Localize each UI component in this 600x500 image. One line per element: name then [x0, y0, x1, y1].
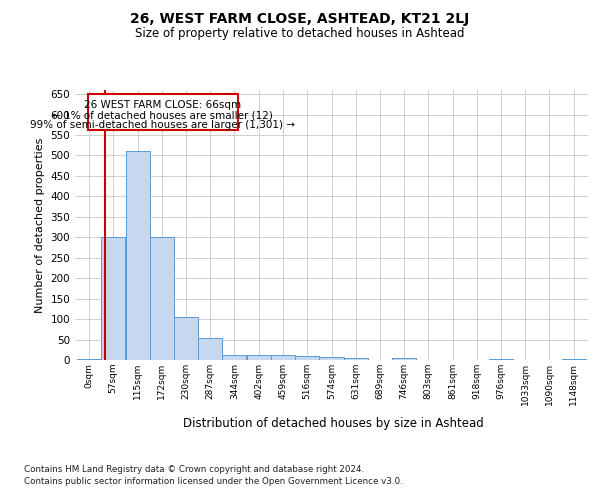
Bar [489, 359, 513, 360]
Text: Contains public sector information licensed under the Open Government Licence v3: Contains public sector information licen… [24, 478, 403, 486]
FancyBboxPatch shape [88, 94, 238, 130]
Bar [271, 355, 295, 360]
Bar [319, 357, 344, 360]
Bar [174, 317, 198, 360]
Text: Size of property relative to detached houses in Ashtead: Size of property relative to detached ho… [135, 26, 465, 40]
Bar [198, 338, 223, 360]
Bar [392, 358, 416, 360]
Bar [223, 354, 247, 360]
Bar [247, 354, 271, 360]
Text: Contains HM Land Registry data © Crown copyright and database right 2024.: Contains HM Land Registry data © Crown c… [24, 465, 364, 474]
Bar [125, 152, 150, 360]
Bar [77, 359, 101, 360]
Y-axis label: Number of detached properties: Number of detached properties [35, 138, 45, 312]
Text: Distribution of detached houses by size in Ashtead: Distribution of detached houses by size … [182, 418, 484, 430]
Text: 26 WEST FARM CLOSE: 66sqm: 26 WEST FARM CLOSE: 66sqm [84, 100, 241, 110]
Bar [562, 359, 586, 360]
Text: 26, WEST FARM CLOSE, ASHTEAD, KT21 2LJ: 26, WEST FARM CLOSE, ASHTEAD, KT21 2LJ [130, 12, 470, 26]
Text: 99% of semi-detached houses are larger (1,301) →: 99% of semi-detached houses are larger (… [30, 120, 295, 130]
Bar [150, 238, 174, 360]
Bar [344, 358, 368, 360]
Bar [295, 356, 319, 360]
Text: ← 1% of detached houses are smaller (12): ← 1% of detached houses are smaller (12) [52, 110, 273, 120]
Bar [101, 238, 125, 360]
